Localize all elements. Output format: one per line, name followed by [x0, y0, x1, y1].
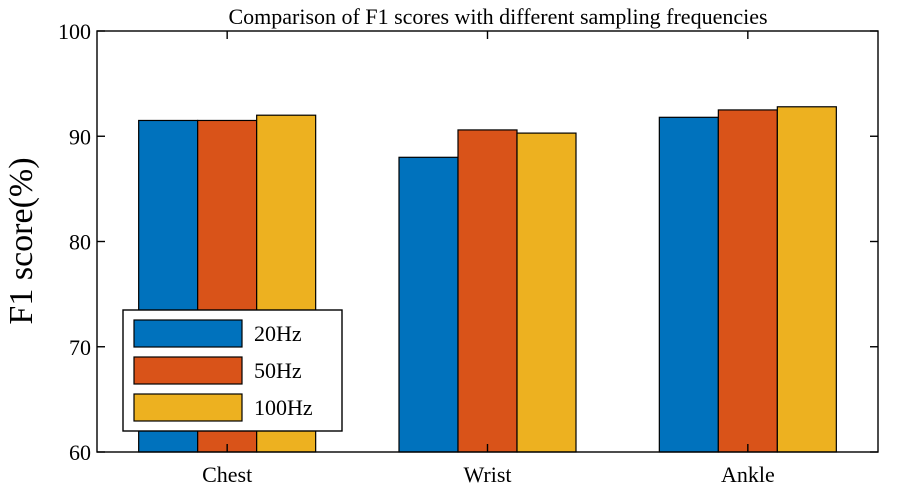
bar-wrist-100hz — [516, 132, 577, 453]
bar-ankle-50hz — [717, 109, 778, 453]
y-tick-label: 70 — [69, 335, 91, 360]
bar-wrist-20hz — [398, 156, 459, 453]
x-tick-label-chest: Chest — [202, 462, 252, 487]
legend: 20Hz 50Hz 100Hz — [122, 309, 343, 432]
y-tick-label: 80 — [69, 230, 91, 255]
x-ticks-group: Chest Wrist Ankle — [202, 31, 775, 487]
legend-swatch-20hz — [133, 319, 243, 348]
x-tick-label-wrist: Wrist — [464, 462, 512, 487]
legend-swatch-100hz — [133, 393, 243, 422]
y-tick-label: 60 — [69, 440, 91, 465]
x-tick-label-ankle: Ankle — [721, 462, 775, 487]
legend-label-50hz: 50Hz — [254, 358, 302, 383]
chart-title: Comparison of F1 scores with different s… — [228, 4, 767, 29]
bar-wrist-50hz — [457, 129, 518, 453]
y-tick-label: 90 — [69, 124, 91, 149]
legend-swatch-50hz — [133, 356, 243, 385]
y-axis-label: F1 score(%) — [3, 157, 40, 324]
bar-ankle-20hz — [658, 116, 719, 453]
legend-label-20hz: 20Hz — [254, 321, 302, 346]
y-tick-label: 100 — [58, 19, 91, 44]
bar-ankle-100hz — [776, 106, 837, 453]
y-ticks-group: 60 70 80 90 100 — [58, 19, 878, 465]
legend-label-100hz: 100Hz — [254, 395, 313, 420]
